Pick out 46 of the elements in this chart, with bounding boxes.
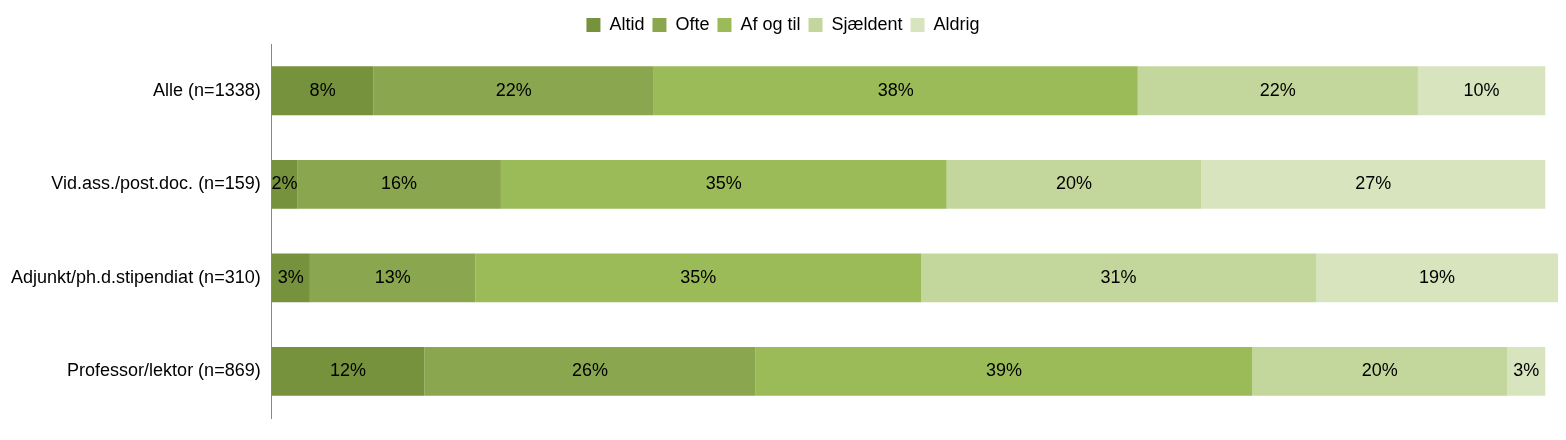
bar [475, 253, 922, 303]
bar [921, 253, 1317, 303]
data-label: 2% [271, 173, 298, 194]
bar [297, 159, 501, 209]
y-tick-label: Vid.ass./post.doc. (n=159) [51, 173, 261, 194]
data-label: 13% [374, 266, 411, 287]
legend-label: Sjældent [831, 13, 903, 34]
data-label: 35% [705, 173, 742, 194]
data-label: 35% [680, 266, 717, 287]
y-tick-label: Adjunkt/ph.d.stipendiat (n=310) [11, 266, 261, 287]
bar [271, 66, 374, 116]
data-label: 10% [1463, 79, 1500, 100]
legend-label: Ofte [675, 13, 710, 34]
legend-label: Af og til [740, 13, 801, 34]
legend-label: Altid [609, 13, 645, 34]
data-label: 12% [330, 360, 367, 381]
data-label: 3% [277, 266, 304, 287]
bar [653, 66, 1138, 116]
data-label: 20% [1056, 173, 1093, 194]
data-label: 39% [985, 360, 1022, 381]
y-tick-label: Alle (n=1338) [153, 79, 261, 100]
legend-label: Aldrig [933, 13, 980, 34]
bar [1316, 253, 1558, 303]
data-label: 19% [1418, 266, 1456, 287]
data-label: 16% [381, 173, 418, 194]
data-label: 22% [495, 79, 532, 100]
bar [755, 346, 1253, 396]
bar [1137, 66, 1418, 116]
data-label: 27% [1355, 173, 1392, 194]
data-label: 22% [1259, 79, 1296, 100]
data-label: 8% [309, 79, 336, 100]
data-label: 20% [1361, 360, 1398, 381]
bar [500, 159, 947, 209]
bar [946, 159, 1202, 209]
bar [271, 346, 425, 396]
bar [309, 253, 476, 303]
bar [373, 66, 654, 116]
bar [1417, 66, 1546, 116]
bar [1252, 346, 1508, 396]
data-label: 31% [1100, 266, 1137, 287]
data-label: 26% [572, 360, 609, 381]
y-tick-label: Professor/lektor (n=869) [67, 360, 261, 381]
data-label: 38% [877, 79, 914, 100]
bar [424, 346, 756, 396]
data-label: 3% [1513, 360, 1540, 381]
bar [1201, 159, 1546, 209]
